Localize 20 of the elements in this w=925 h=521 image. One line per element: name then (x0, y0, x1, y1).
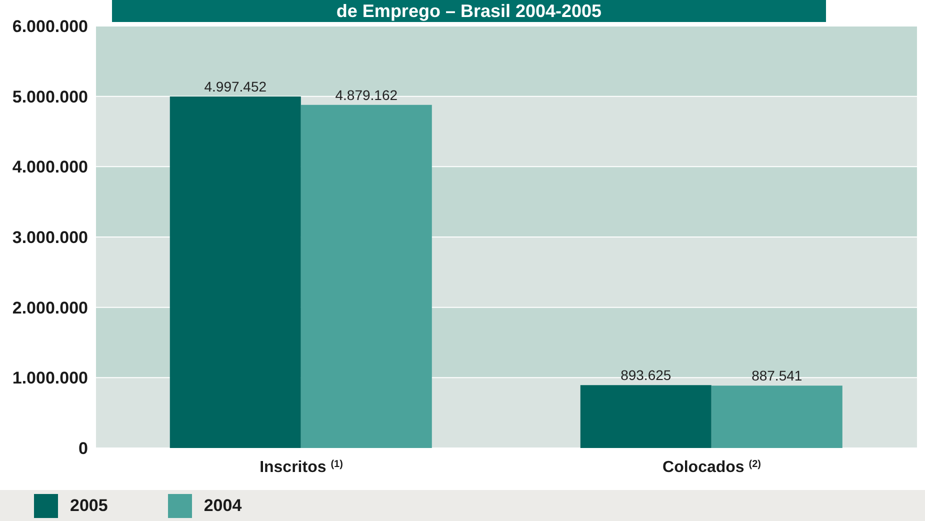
y-tick-label: 6.000.000 (12, 17, 88, 36)
bar (300, 104, 432, 448)
y-tick-label: 3.000.000 (12, 228, 88, 248)
y-tick-label: 1.000.000 (12, 368, 88, 388)
data-label: 893.625 (620, 367, 672, 384)
bar (170, 96, 301, 448)
y-tick-label: 0 (78, 439, 88, 458)
data-label: 887.541 (752, 368, 802, 384)
x-tick-label: Inscritos $^{(1)}$ (260, 458, 343, 476)
y-tick-label: 2.000.000 (12, 298, 88, 318)
chart-title: de Emprego – Brasil 2004-2005 (112, 0, 826, 22)
legend-label: 2005 (70, 496, 108, 516)
y-tick-label: 4.000.000 (12, 158, 88, 177)
x-tick-label: Colocados $^{(2)}$ (662, 458, 761, 476)
legend-label: 2004 (204, 496, 242, 516)
data-label: 4.879.162 (335, 86, 398, 103)
bar (580, 385, 712, 448)
bar (711, 386, 842, 448)
data-label: 4.997.452 (204, 78, 267, 95)
y-tick-label: 5.000.000 (12, 87, 88, 106)
